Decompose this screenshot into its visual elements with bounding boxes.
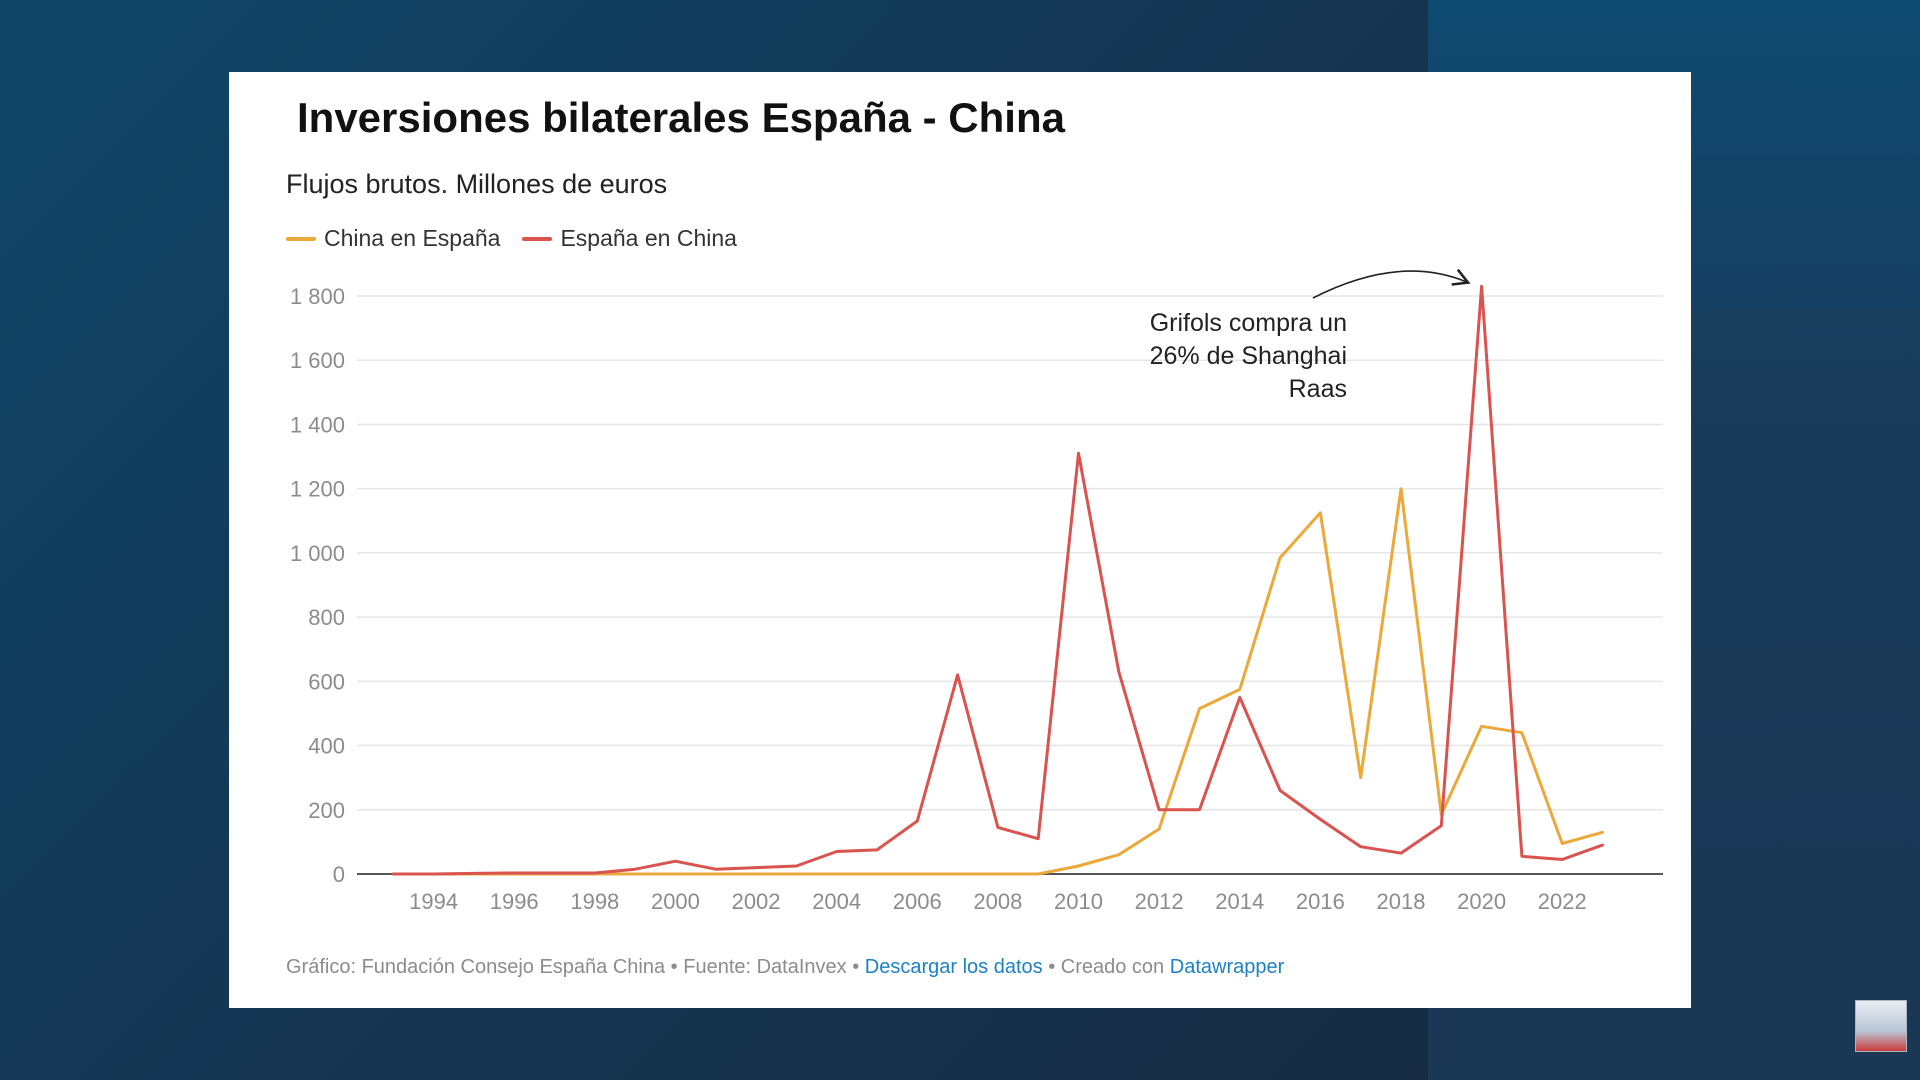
legend-item-espana-en-china: España en China (522, 225, 737, 252)
x-tick-label-2022: 2022 (1538, 889, 1587, 914)
x-tick-labels: 1994 1996 1998 2000 2002 2004 2006 2008 2010 2012… (409, 889, 1587, 914)
legend-item-china-en-espana: China en España (286, 225, 500, 252)
annotation: Grifols compra un 26% de Shanghai Raas (1150, 268, 1471, 403)
annotation-arrow (1312, 268, 1471, 299)
x-tick-label-2006: 2006 (893, 889, 942, 914)
y-tick-label-1200: 1 200 (290, 477, 345, 502)
legend-label-espana-en-china: España en China (560, 225, 737, 251)
series-line-espana-en-china (391, 284, 1604, 876)
datawrapper-link[interactable]: Datawrapper (1169, 956, 1285, 978)
chart-title: Inversiones bilaterales España - China (297, 94, 1065, 141)
chart-card: Inversiones bilaterales España - China F… (229, 72, 1691, 1008)
annotation-line-1: Grifols compra un (1150, 309, 1347, 337)
annotation-line-3: Raas (1289, 375, 1347, 403)
y-tick-label-600: 600 (308, 669, 345, 694)
x-tick-label-2014: 2014 (1215, 889, 1264, 914)
x-tick-label-2002: 2002 (732, 889, 781, 914)
x-tick-label-1996: 1996 (490, 889, 539, 914)
download-data-link[interactable]: Descargar los datos (864, 956, 1043, 978)
y-tick-label-1800: 1 800 (290, 284, 345, 309)
line-chart: 0 200 400 600 800 1 000 1 200 1 400 1 600 1 800 1… (290, 268, 1663, 914)
legend-swatch-china-en-espana (286, 236, 316, 241)
x-tick-label-2016: 2016 (1296, 889, 1345, 914)
series-lines (391, 284, 1604, 876)
x-tick-label-2010: 2010 (1054, 889, 1103, 914)
y-tick-label-1000: 1 000 (290, 541, 345, 566)
legend-swatch-espana-en-china (522, 236, 553, 241)
footer-created-with: • Creado con (1048, 956, 1165, 978)
annotation-line-2: 26% de Shanghai (1150, 342, 1347, 370)
x-tick-label-2000: 2000 (651, 889, 700, 914)
x-tick-label-2004: 2004 (812, 889, 861, 914)
y-tick-label-200: 200 (308, 798, 345, 823)
x-tick-label-1994: 1994 (409, 889, 458, 914)
y-tick-labels: 0 200 400 600 800 1 000 1 200 1 400 1 600 1 800 (290, 284, 345, 887)
grid-lines (357, 295, 1663, 811)
y-tick-label-800: 800 (308, 605, 345, 630)
x-tick-label-2020: 2020 (1457, 889, 1506, 914)
legend: China en España España en China (286, 225, 737, 252)
y-tick-label-400: 400 (308, 734, 345, 759)
chart-subtitle: Flujos brutos. Millones de euros (286, 169, 668, 199)
legend-label-china-en-espana: China en España (324, 225, 501, 251)
y-tick-label-0: 0 (333, 862, 345, 887)
y-tick-label-1400: 1 400 (290, 412, 345, 437)
footer-credits: Gráfico: Fundación Consejo España China … (286, 956, 860, 978)
channel-thumbnail-icon[interactable] (1855, 1000, 1907, 1052)
x-tick-label-1998: 1998 (570, 889, 619, 914)
chart-footer: Gráfico: Fundación Consejo España China … (286, 956, 1284, 979)
x-tick-label-2018: 2018 (1377, 889, 1426, 914)
x-tick-label-2008: 2008 (973, 889, 1022, 914)
y-tick-label-1600: 1 600 (290, 348, 345, 373)
x-tick-label-2012: 2012 (1135, 889, 1184, 914)
